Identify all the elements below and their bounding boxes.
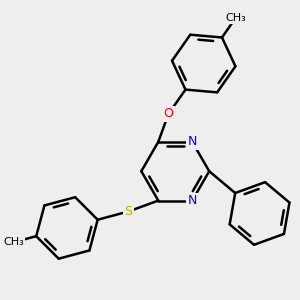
Text: O: O (164, 107, 173, 120)
Text: S: S (124, 205, 132, 218)
Text: CH₃: CH₃ (225, 14, 246, 23)
Text: N: N (188, 194, 197, 207)
Text: CH₃: CH₃ (3, 237, 24, 247)
Text: N: N (188, 135, 197, 148)
